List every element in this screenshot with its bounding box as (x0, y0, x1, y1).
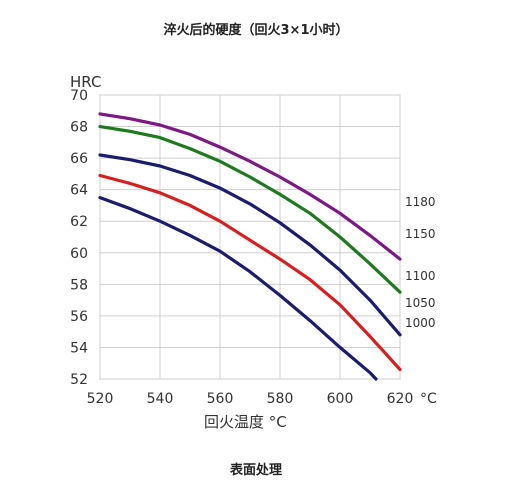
y-tick-labels: 52 54 56 58 60 62 64 66 68 70 (70, 88, 88, 388)
chart-title: 淬火后的硬度（回火3×1小时） (163, 23, 349, 38)
x-tick-label: 540 (147, 391, 174, 407)
x-tick-labels: 520 540 560 580 600 620 (87, 391, 414, 407)
series-label-1000: 1000 (405, 316, 436, 330)
y-tick-label: 60 (70, 246, 88, 262)
series-label-1050: 1050 (405, 296, 436, 310)
y-tick-label: 62 (70, 214, 88, 230)
series-line-1150 (98, 125, 402, 294)
y-tick-label: 64 (70, 183, 88, 199)
series-line-1050 (98, 173, 402, 372)
plot-area (99, 94, 401, 380)
series-lines (98, 112, 402, 381)
y-tick-label: 54 (70, 340, 88, 356)
y-tick-label: 70 (70, 88, 88, 104)
y-tick-label: 56 (70, 309, 88, 325)
x-tick-label: 560 (207, 391, 234, 407)
x-tick-label: 520 (87, 391, 114, 407)
x-tick-label: 580 (267, 391, 294, 407)
y-axis-label: HRC (70, 73, 101, 91)
x-tick-label: 620 (387, 391, 414, 407)
y-tick-label: 66 (70, 151, 88, 167)
series-line-1000 (98, 196, 378, 381)
x-tick-label: 600 (327, 391, 354, 407)
series-label-1100: 1100 (405, 269, 436, 283)
series-labels: 1180 1150 1100 1050 1000 (405, 195, 436, 330)
series-label-1150: 1150 (405, 227, 436, 241)
grid-lines (99, 94, 401, 380)
y-tick-label: 68 (70, 120, 88, 136)
y-tick-label: 52 (70, 372, 88, 388)
y-tick-label: 58 (70, 277, 88, 293)
series-line-1100 (98, 153, 402, 337)
x-axis-unit-label: °C (420, 391, 437, 407)
caption: 表面处理 (229, 463, 282, 478)
x-axis-label: 回火温度 °C (204, 413, 287, 431)
series-label-1180: 1180 (405, 195, 436, 209)
series-line-1180 (98, 112, 402, 261)
